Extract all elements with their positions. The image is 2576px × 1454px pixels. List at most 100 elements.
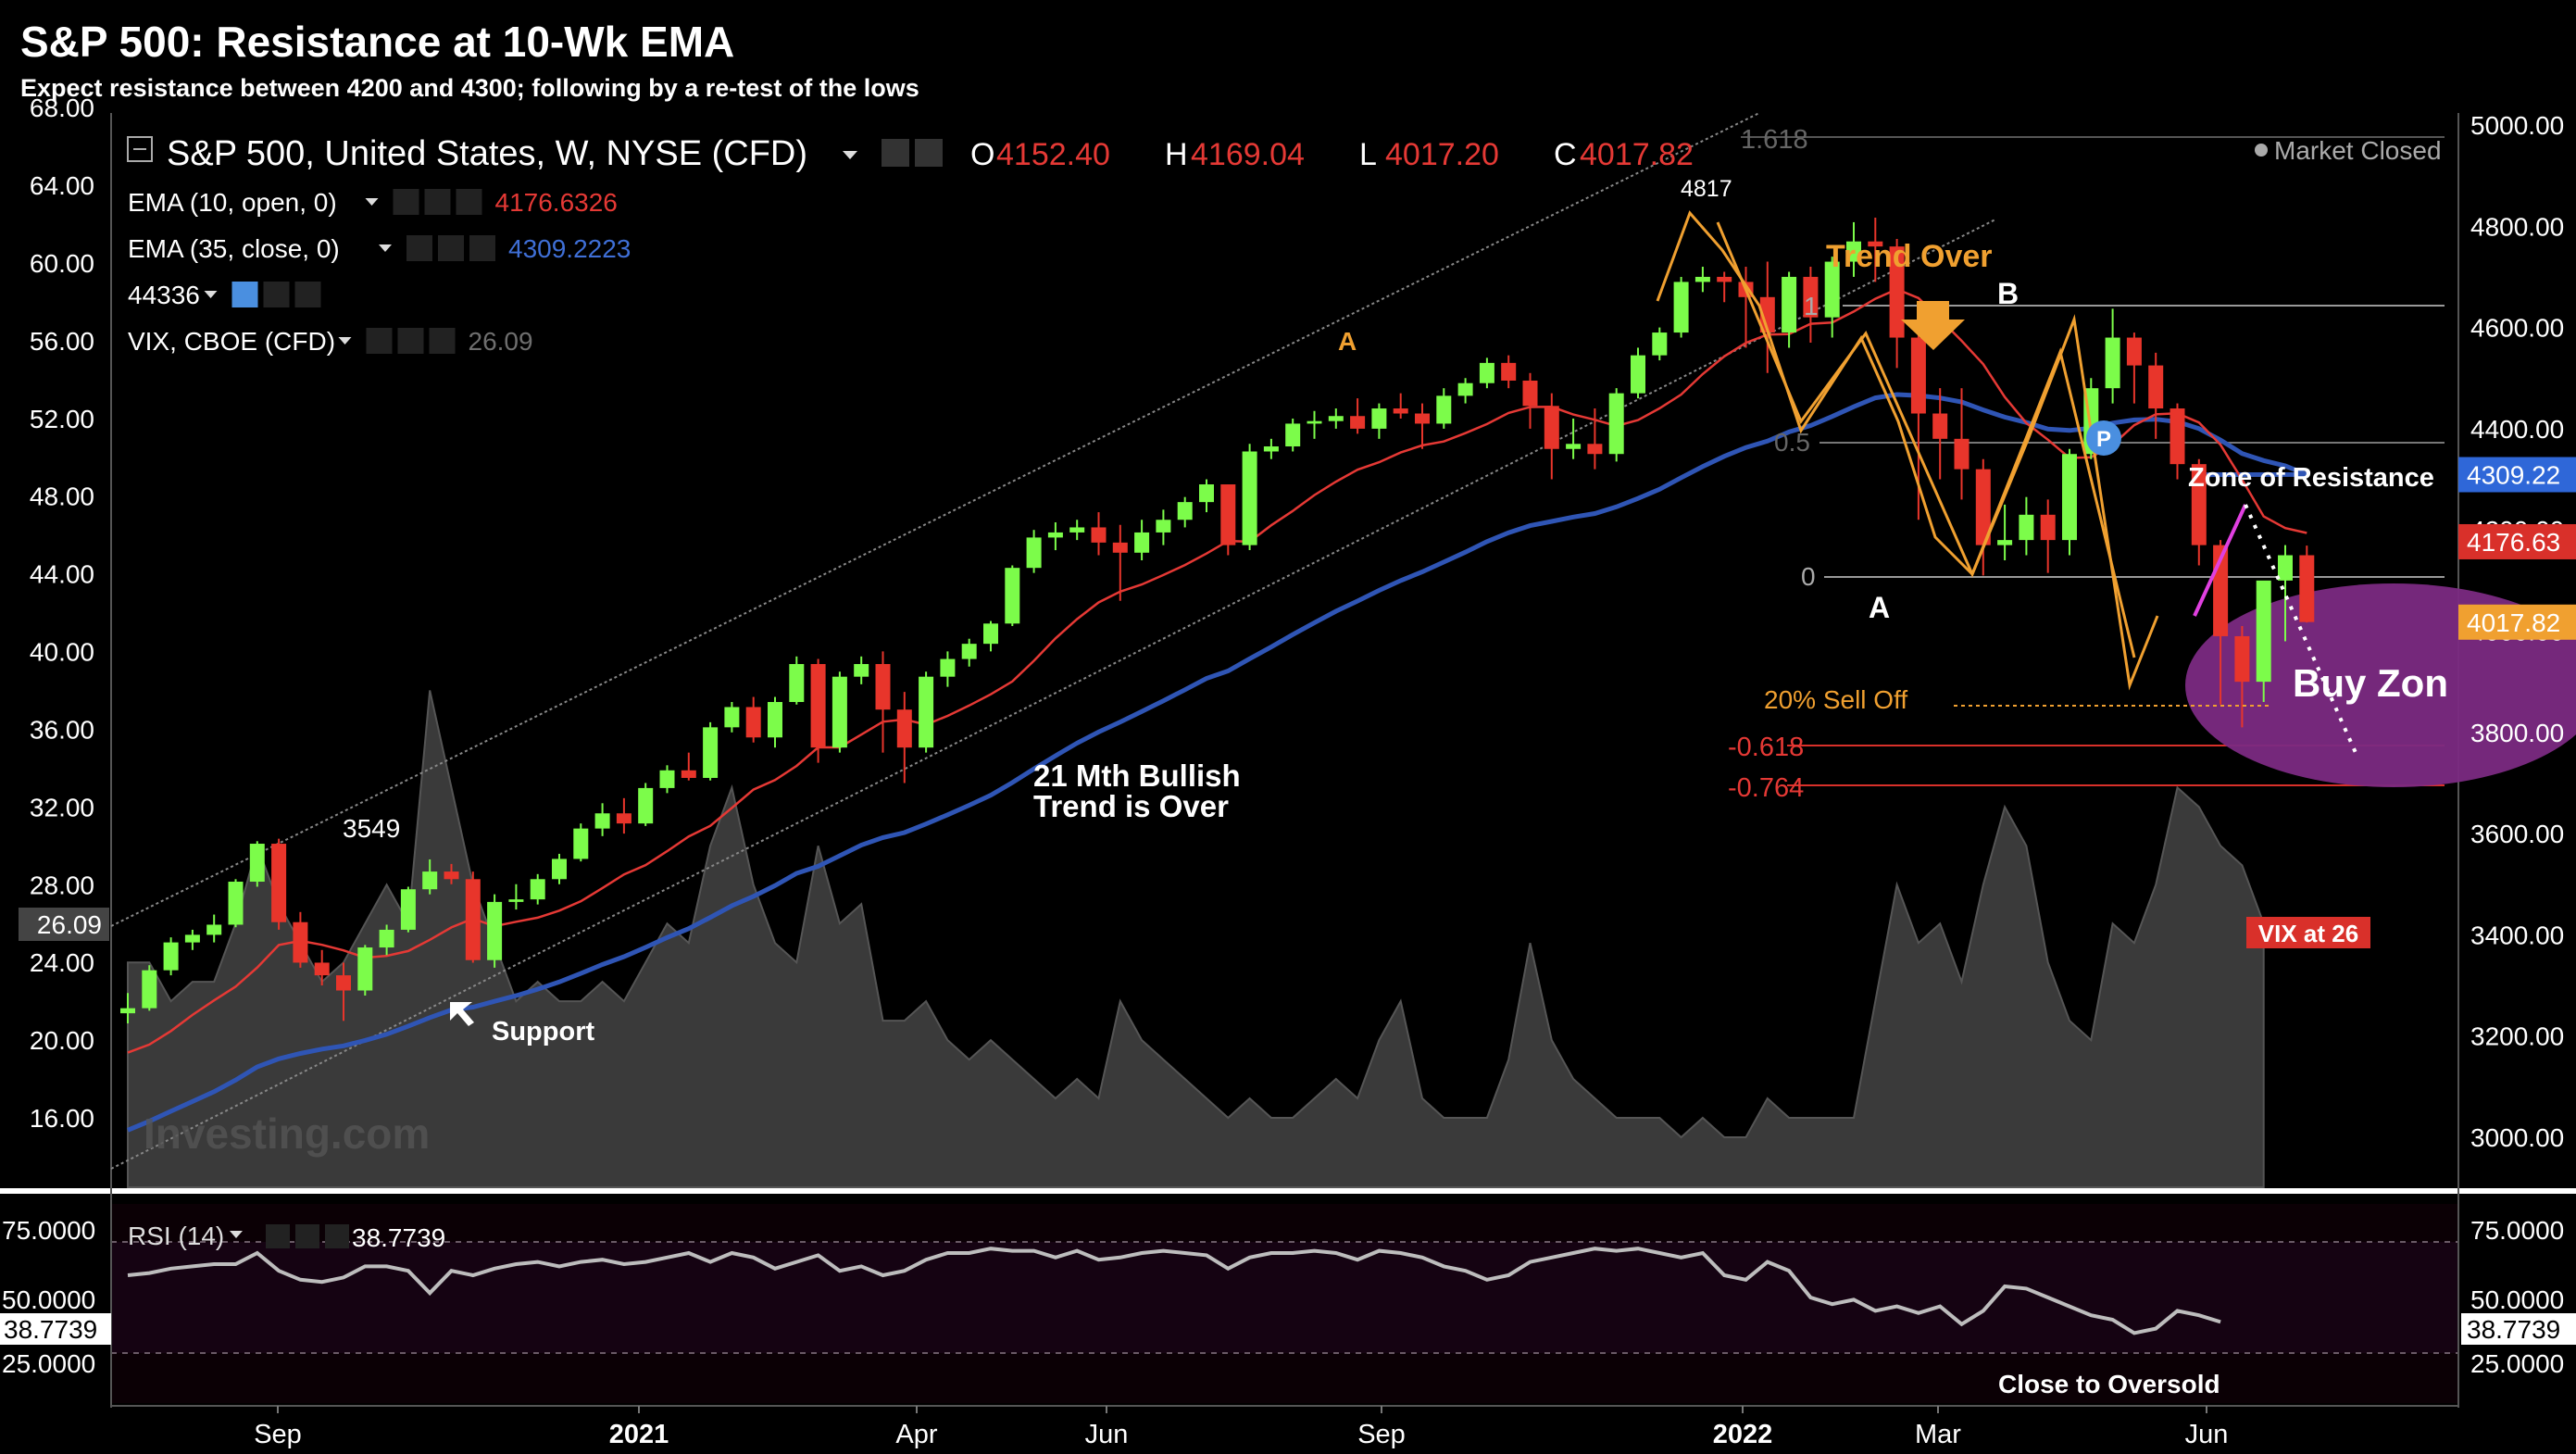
- left-tick-label: 68.00: [30, 94, 94, 122]
- candle-body: [1932, 413, 1948, 439]
- collapse-legend-button[interactable]: [127, 136, 153, 162]
- candle-body: [552, 859, 567, 880]
- rsi-eye-icon[interactable]: [266, 1224, 290, 1248]
- right-axis-badges: 4309.22 4176.63 4017.82: [2458, 457, 2576, 640]
- candle-body: [508, 899, 524, 902]
- rsi-dropdown-icon[interactable]: [230, 1231, 243, 1238]
- study-legend: EMA (10, open, 0) 4176.6326 EMA (35, close…: [128, 188, 631, 356]
- candle-body: [1522, 380, 1538, 407]
- elliott-wave-line-2: [1716, 221, 2136, 658]
- candle-body: [1350, 416, 1366, 429]
- candle-body: [1026, 537, 1042, 569]
- study-control-icon: [393, 189, 419, 215]
- rsi-note: Close to Oversold: [1998, 1370, 2220, 1398]
- candle-body: [1263, 446, 1279, 452]
- candle-body: [228, 882, 244, 925]
- candle-body: [1889, 246, 1905, 338]
- watermark: Investing.com: [144, 1109, 430, 1158]
- wave-b-label: B: [1997, 277, 2019, 310]
- left-tick-label: 56.00: [30, 327, 94, 356]
- candle-body: [1997, 540, 2013, 545]
- candle-body: [1436, 395, 1452, 424]
- candle-body: [336, 975, 351, 991]
- x-axis-label: Mar: [1915, 1420, 1961, 1449]
- x-axis-label: Jun: [1085, 1420, 1129, 1449]
- legend-symbol[interactable]: S&P 500, United States, W, NYSE (CFD): [167, 134, 807, 173]
- pivot-marker[interactable]: [2086, 420, 2121, 456]
- study-value: 4176.6326: [495, 188, 618, 217]
- eye-toggle-icon[interactable]: [882, 139, 909, 167]
- candle-body: [1501, 362, 1517, 381]
- rsi-tick-75: 75.0000: [2, 1216, 95, 1245]
- study-control-icon: [366, 328, 393, 354]
- right-tick-label: 5000.00: [2470, 111, 2564, 140]
- candle-body: [1631, 355, 1645, 394]
- right-tick-label: 4600.00: [2470, 314, 2564, 343]
- candle-body: [1242, 451, 1257, 545]
- rsi-label[interactable]: RSI (14): [128, 1222, 224, 1250]
- x-axis-label: Jun: [2185, 1420, 2229, 1449]
- fib-label-neg0764: -0.764: [1728, 773, 1804, 803]
- study-label: EMA (35, close, 0): [128, 234, 340, 263]
- candle-body: [2126, 337, 2142, 366]
- candle-body: [1069, 527, 1085, 533]
- support-label: Support: [492, 1017, 594, 1047]
- x-axis-label: Apr: [895, 1420, 937, 1449]
- fib-label-05: 0.5: [1774, 428, 1810, 457]
- candle-body: [2062, 454, 2077, 541]
- bullish-over-line1: 21 Mth Bullish: [1033, 758, 1241, 793]
- price-badge-label: 4176.63: [2467, 528, 2560, 557]
- study-control-icon: [469, 235, 495, 261]
- ohlc-readout: O 4152.40 H 4169.04 L 4017.20 C 4017.82: [970, 137, 1694, 172]
- rsi-close-icon[interactable]: [325, 1224, 349, 1248]
- candle-body: [1694, 276, 1710, 282]
- candle-body: [724, 707, 740, 728]
- candle-body: [659, 770, 675, 788]
- candle-body: [2148, 365, 2164, 409]
- right-tick-label: 3600.00: [2470, 820, 2564, 848]
- candle-body: [2234, 635, 2250, 683]
- rsi-value: 38.7739: [352, 1223, 445, 1252]
- candle-body: [400, 889, 416, 930]
- left-tick-label: 60.00: [30, 249, 94, 278]
- ohlc-key: H: [1165, 137, 1188, 172]
- x-axis-labels: Sep 2021 Apr Jun Sep 2022 Mar Jun: [254, 1406, 2228, 1449]
- elliott-wave-line-1: [1656, 210, 2159, 691]
- settings-gear-icon[interactable]: [915, 139, 943, 167]
- candle-body: [1479, 362, 1494, 383]
- rsi-right-tick-75: 75.0000: [2470, 1216, 2564, 1245]
- left-tick-label: 16.00: [30, 1104, 94, 1133]
- symbol-dropdown-icon[interactable]: [843, 151, 857, 159]
- study-dropdown-icon: [379, 244, 392, 252]
- candle-body: [2299, 555, 2315, 622]
- ohlc-key: O: [970, 137, 994, 172]
- candle-body: [1415, 413, 1430, 424]
- left-current-value: 26.09: [37, 910, 102, 939]
- rsi-settings-icon[interactable]: [295, 1224, 319, 1248]
- ohlc-value: 4169.04: [1191, 137, 1305, 172]
- fib-label-neg0618: -0.618: [1728, 733, 1804, 762]
- candle-body: [1220, 484, 1236, 545]
- candle-body: [2256, 580, 2271, 683]
- projection-down-line: [2244, 504, 2358, 756]
- study-label: VIX, CBOE (CFD): [128, 327, 335, 356]
- chart-subtitle: Expect resistance between 4200 and 4300;…: [20, 74, 919, 102]
- candle-body: [573, 828, 589, 859]
- fib-label-1: 1: [1804, 292, 1819, 320]
- left-tick-label: 52.00: [30, 405, 94, 433]
- rsi-right-badge-value: 38.7739: [2467, 1315, 2560, 1344]
- candle-body: [2278, 555, 2293, 581]
- candle-body: [1328, 416, 1344, 421]
- candle-body: [616, 813, 631, 824]
- low-label: 3549: [343, 814, 400, 843]
- right-tick-label: 4400.00: [2470, 415, 2564, 444]
- left-tick-label: 36.00: [30, 715, 94, 744]
- rsi-left-badge: [0, 1313, 111, 1345]
- candle-body: [1803, 276, 1819, 318]
- study-value: 4309.2223: [508, 234, 631, 263]
- market-status-dot: [2255, 144, 2268, 157]
- candle-body: [465, 879, 481, 960]
- candle-body: [875, 664, 891, 710]
- study-value: 26.09: [469, 327, 533, 356]
